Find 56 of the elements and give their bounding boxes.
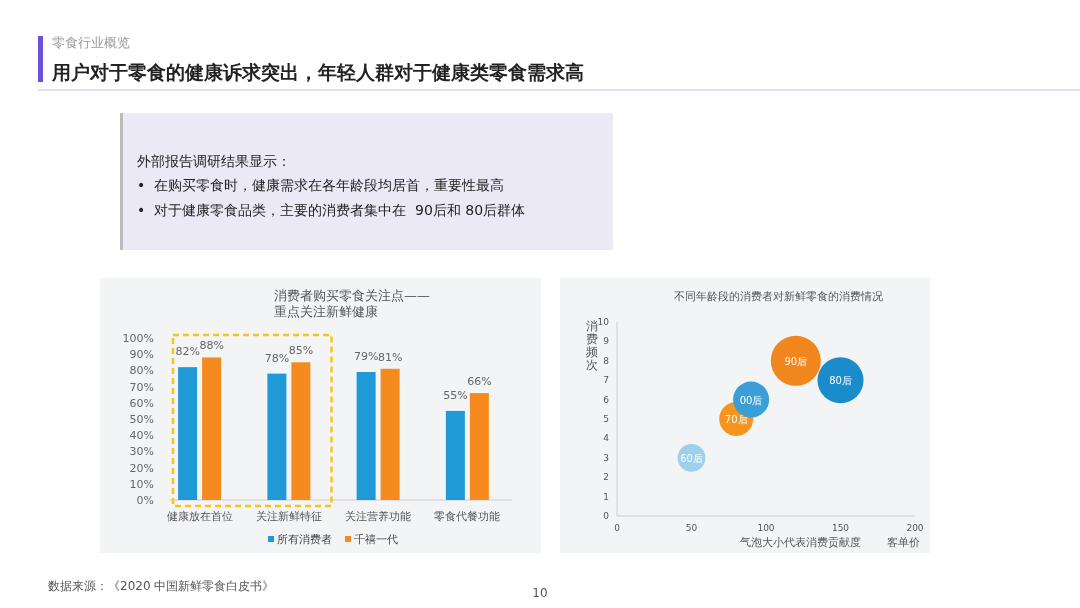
data-label: 55%: [443, 388, 468, 402]
text: 外部报告调研结果显示：: [137, 153, 291, 169]
data-label: 88%: [199, 339, 224, 353]
y-tick-label: 3: [603, 452, 609, 463]
text: 用户对于零食的健康诉求突出，年轻人群对于健康类零食需求高: [51, 61, 584, 83]
data-label: 78%: [264, 351, 290, 365]
y-tick-label: 100%: [122, 332, 154, 345]
x-tick-label: 零食代餐功能: [434, 510, 501, 523]
chart-title: 不同年龄段的消费者对新鲜零食的消费情况: [673, 290, 883, 303]
legend-label: 所有消费者: [277, 533, 332, 546]
series-label: 00后: [739, 394, 763, 406]
y-tick-label: 0%: [136, 494, 154, 507]
y-tick-label: 10: [597, 317, 610, 327]
x-tick-label: 100: [757, 523, 775, 533]
x-tick-label: 关注新鲜特征: [255, 510, 322, 523]
y-tick-label: 1: [603, 491, 609, 502]
y-tick-label: 2: [603, 472, 609, 483]
y-tick-label: 8: [603, 355, 610, 366]
y-tick-label: 90%: [129, 348, 154, 362]
y-tick-label: 6: [603, 394, 610, 405]
series-label: 60后: [680, 452, 703, 464]
y-tick-label: 30%: [129, 445, 154, 459]
legend-label: 千禧一代: [354, 533, 398, 546]
y-tick-label: 80%: [129, 364, 154, 378]
x-axis-title: 客单价: [886, 536, 920, 549]
y-tick-label: 5: [603, 414, 609, 424]
x-tick-label: 0: [614, 523, 621, 533]
y-tick-label: 40%: [129, 429, 154, 443]
y-tick-label: 10%: [129, 477, 154, 491]
text: 气泡大小代表消费贡献度: [739, 536, 861, 549]
data-label: 85%: [288, 344, 314, 358]
y-tick-label: 9: [603, 336, 610, 347]
chart-title: 消费者购买零食关注点—— 重点关注新鲜健康: [274, 288, 430, 319]
x-tick-label: 健康放在首位: [166, 510, 233, 523]
series-label: 90后: [784, 355, 808, 367]
y-tick-label: 20%: [129, 461, 154, 475]
text: • 对于健康零食品类，主要的消费者集中在 90后和 80后群体: [137, 202, 526, 218]
x-tick-label: 50: [685, 523, 698, 533]
y-axis-title: 消费频次: [586, 319, 598, 372]
y-tick-label: 7: [603, 375, 609, 386]
y-tick-label: 70%: [129, 380, 154, 394]
data-label: 82%: [175, 345, 200, 359]
source-note: 数据来源：《2020 中国新鲜零食白皮书》: [48, 579, 275, 593]
text: 零食行业概览: [52, 35, 130, 50]
data-label: 66%: [467, 375, 492, 389]
x-tick-label: 关注营养功能: [345, 510, 412, 523]
y-tick-label: 50%: [129, 413, 154, 426]
data-label: 81%: [377, 350, 403, 364]
text: • 在购买零食时，健康需求在各年龄段均居首，重要性最高: [137, 177, 505, 193]
text: 10: [532, 586, 548, 600]
y-tick-label: 4: [603, 433, 610, 444]
x-tick-label: 150: [831, 523, 850, 533]
series-label: 80后: [829, 375, 852, 387]
y-tick-label: 60%: [129, 396, 154, 410]
x-tick-label: 200: [906, 523, 924, 533]
data-label: 79%: [353, 350, 379, 364]
